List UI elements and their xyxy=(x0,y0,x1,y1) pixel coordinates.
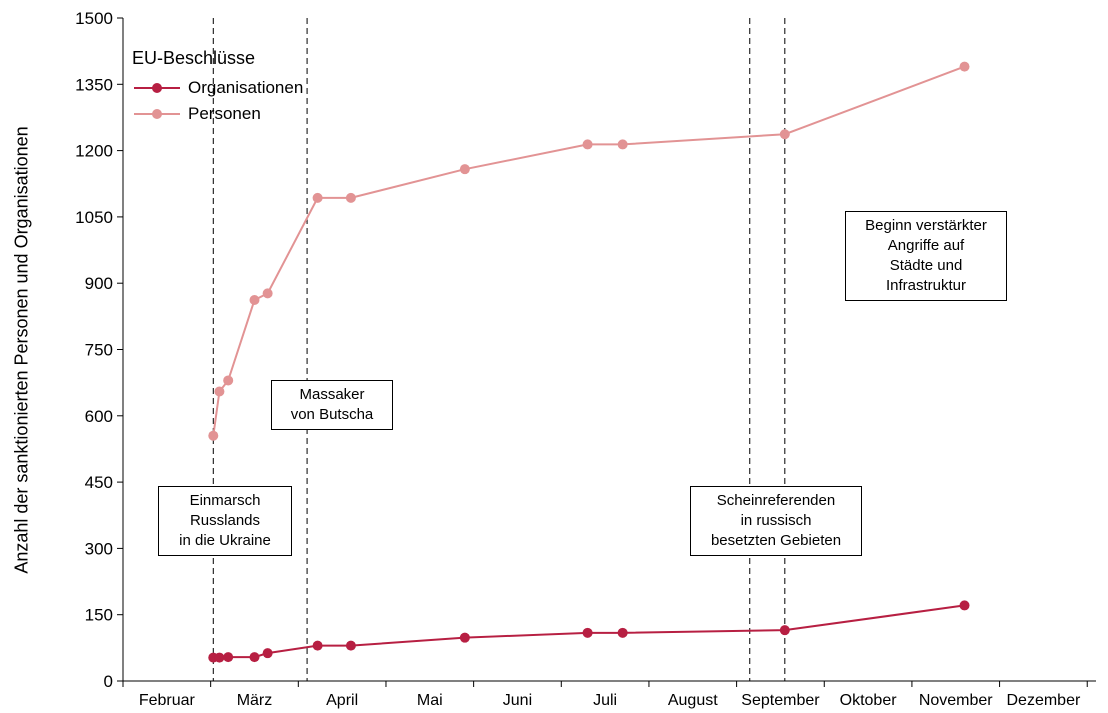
y-tick-label: 150 xyxy=(85,606,113,625)
data-point-organisationen xyxy=(249,652,260,663)
x-tick-label: März xyxy=(237,692,273,709)
x-tick-label: August xyxy=(668,692,718,709)
data-point-personen xyxy=(262,288,273,299)
legend-item-personen: Personen xyxy=(132,101,303,127)
y-tick-label: 600 xyxy=(85,407,113,426)
legend-swatch-personen xyxy=(134,109,180,119)
legend: EU-Beschlüsse Organisationen Personen xyxy=(132,48,303,127)
axes: 0 150 300 450 600 750 900 1050 1200 1350 1500 Febru… xyxy=(75,9,1096,709)
y-tick-label: 1050 xyxy=(75,208,113,227)
series-lines xyxy=(208,61,970,663)
x-tick-label: November xyxy=(919,692,993,709)
legend-item-organisationen: Organisationen xyxy=(132,75,303,101)
x-tick-label: September xyxy=(741,692,820,709)
data-point-personen xyxy=(617,139,628,150)
data-point-organisationen xyxy=(214,652,225,663)
data-point-personen xyxy=(214,386,225,397)
y-tick-label: 1350 xyxy=(75,75,113,94)
data-point-organisationen xyxy=(617,627,628,638)
event-annotation-0: Einmarsch Russlands in die Ukraine xyxy=(158,486,292,556)
y-tick-label: 450 xyxy=(85,473,113,492)
y-tick-label: 0 xyxy=(104,672,113,691)
x-tick-label: April xyxy=(326,692,358,709)
event-lines xyxy=(212,18,786,681)
data-point-personen xyxy=(459,164,470,175)
y-tick-label: 1200 xyxy=(75,142,113,161)
data-point-personen xyxy=(312,192,323,203)
data-point-personen xyxy=(208,430,219,441)
data-point-personen xyxy=(582,139,593,150)
x-tick-label: Juni xyxy=(503,692,532,709)
legend-swatch-organisationen xyxy=(134,83,180,93)
data-point-personen xyxy=(249,294,260,305)
data-point-organisationen xyxy=(582,627,593,638)
data-point-organisationen xyxy=(262,648,273,659)
legend-label-personen: Personen xyxy=(188,104,261,123)
y-tick-label: 1500 xyxy=(75,9,113,28)
event-annotation-3: Beginn verstärkter Angriffe auf Städte u… xyxy=(845,211,1007,301)
x-tick-label: Mai xyxy=(417,692,443,709)
event-annotation-1: Massaker von Butscha xyxy=(271,380,393,430)
y-tick-label: 900 xyxy=(85,274,113,293)
event-annotation-2: Scheinreferenden in russisch besetzten G… xyxy=(690,486,862,556)
x-tick-label: Oktober xyxy=(840,692,898,709)
x-tick-label: Dezember xyxy=(1006,692,1080,709)
legend-label-organisationen: Organisationen xyxy=(188,78,304,97)
data-point-personen xyxy=(345,192,356,203)
data-point-personen xyxy=(959,61,970,72)
y-axis-label: Anzahl der sanktionierten Personen und O… xyxy=(11,126,32,574)
data-point-organisationen xyxy=(459,632,470,643)
data-point-personen xyxy=(223,375,234,386)
data-point-organisationen xyxy=(959,600,970,611)
data-point-personen xyxy=(779,129,790,140)
data-point-organisationen xyxy=(223,652,234,663)
data-point-organisationen xyxy=(312,640,323,651)
x-tick-label: Juli xyxy=(593,692,617,709)
legend-title: EU-Beschlüsse xyxy=(132,48,256,68)
x-tick-label: Februar xyxy=(139,692,196,709)
y-tick-label: 300 xyxy=(85,539,113,558)
data-point-organisationen xyxy=(345,640,356,651)
data-point-organisationen xyxy=(779,625,790,636)
y-tick-label: 750 xyxy=(85,341,113,360)
